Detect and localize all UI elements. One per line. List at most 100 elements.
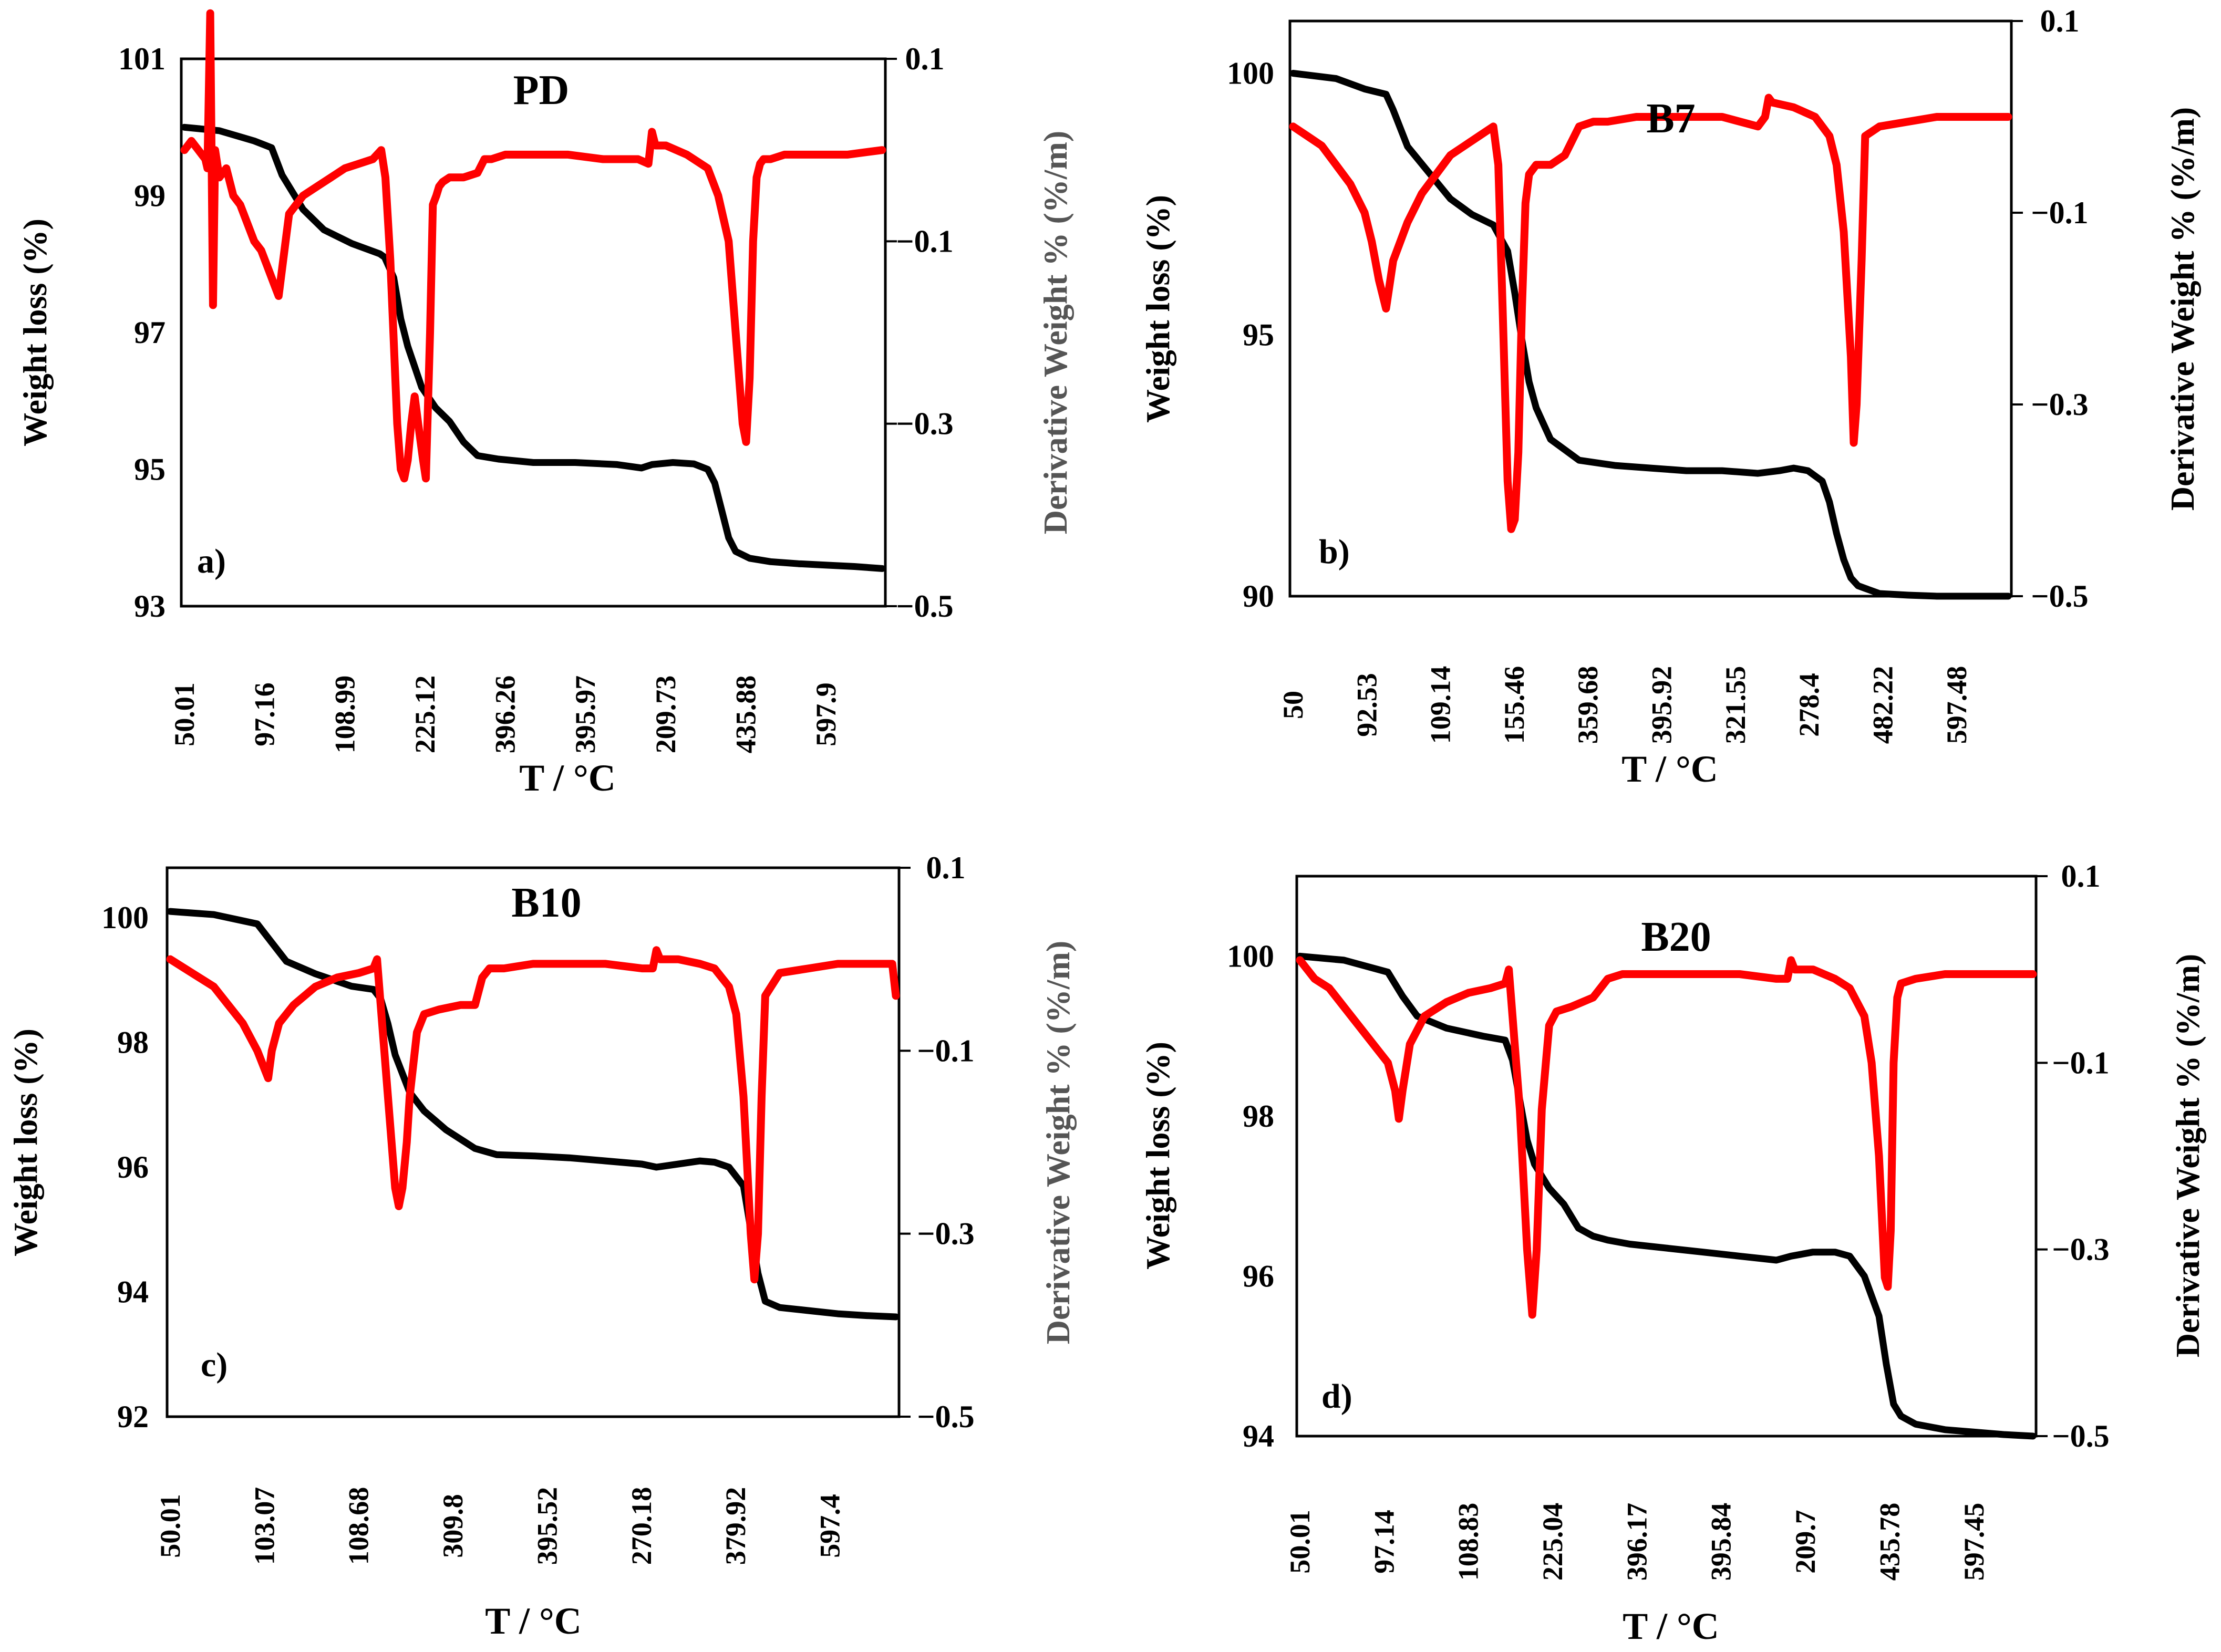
- panel-b-y2label: Derivative Weight % (%/m): [2164, 107, 2201, 511]
- x-tick-label: 209.73: [650, 676, 681, 754]
- x-tick-label: 321.55: [1720, 666, 1751, 744]
- panel-a-frame: [180, 57, 887, 608]
- y2-tick-label: 0.1: [926, 850, 966, 885]
- x-tick-label: 278.4: [1793, 673, 1825, 737]
- panel-b-series: [1289, 70, 2012, 600]
- panel-c-xlabel: T / °C: [485, 1600, 582, 1642]
- y2-tick-label: −0.3: [2031, 387, 2088, 422]
- panel-a-y2label: Derivative Weight % (%/m): [1037, 131, 1074, 534]
- y-tick-label: 100: [1227, 939, 1274, 973]
- panel-d-derivative-line: [1296, 956, 2037, 1319]
- panel-d-weight-loss-line: [1296, 952, 2037, 1440]
- panel-b-frame: [1288, 19, 2013, 598]
- panel-a-label: a): [197, 542, 226, 580]
- y2-tick-label: −0.3: [896, 407, 953, 441]
- panel-b-left-ticks: 100 95 90: [1227, 56, 1274, 614]
- panel-a-xlabel: T / °C: [519, 757, 616, 799]
- x-tick-label: 92.53: [1351, 673, 1382, 737]
- panel-d-series: [1296, 952, 2037, 1440]
- panel-b-right-ticks: 0.1 −0.1 −0.3 −0.5: [2011, 4, 2089, 614]
- x-tick-label: 108.68: [343, 1487, 375, 1565]
- panel-b-x-ticks: 50 92.53 109.14 155.46 359.68 395.92 321.55 278…: [1277, 666, 1972, 744]
- panel-d-ylabel: Weight loss (%): [1139, 1042, 1176, 1270]
- x-tick-label: 482.22: [1867, 666, 1899, 744]
- panel-a: 101 99 97 95 93 0.1 −0.1 −0.3 −0.5 50.01 97.16 10…: [16, 9, 1074, 799]
- y2-tick-label: −0.5: [917, 1399, 974, 1434]
- x-tick-label: 108.99: [329, 676, 360, 754]
- y2-tick-label: −0.1: [917, 1033, 974, 1068]
- x-tick-label: 109.14: [1425, 666, 1456, 744]
- x-tick-label: 225.04: [1537, 1503, 1568, 1581]
- x-tick-label: 359.68: [1572, 666, 1604, 744]
- y-tick-label: 94: [117, 1275, 149, 1310]
- panel-d-x-ticks: 50.01 97.14 108.83 225.04 396.17 395.84 209.7 4…: [1284, 1503, 1990, 1581]
- x-tick-label: 597.45: [1958, 1503, 1990, 1581]
- x-tick-label: 396.26: [490, 676, 521, 754]
- x-tick-label: 395.52: [531, 1487, 563, 1565]
- y-tick-label: 96: [1243, 1259, 1274, 1293]
- panel-d-title: B20: [1641, 914, 1711, 960]
- x-tick-label: 97.16: [249, 682, 281, 746]
- panel-b-label: b): [1319, 533, 1350, 571]
- panel-c-derivative-line: [166, 946, 900, 1284]
- x-tick-label: 597.48: [1941, 666, 1972, 744]
- y2-tick-label: 0.1: [2040, 4, 2080, 38]
- x-tick-label: 108.83: [1453, 1503, 1484, 1581]
- y2-tick-label: 0.1: [2061, 859, 2101, 893]
- panel-b-weight-loss-line: [1289, 70, 2012, 600]
- y2-tick-label: −0.1: [2031, 195, 2088, 230]
- x-tick-label: 597.4: [814, 1494, 846, 1558]
- panel-d-y2label: Derivative Weight % (%/m): [2169, 954, 2206, 1357]
- y-tick-label: 96: [117, 1150, 149, 1185]
- x-tick-label: 50.01: [1284, 1510, 1316, 1574]
- y-tick-label: 100: [1227, 56, 1274, 91]
- y-tick-label: 98: [1243, 1099, 1274, 1134]
- panel-c: 100 98 96 94 92 0.1 −0.1 −0.3 −0.5 50.01 103.07 1…: [7, 850, 1077, 1642]
- x-tick-label: 50.01: [154, 1494, 186, 1558]
- y-tick-label: 95: [134, 452, 166, 487]
- x-tick-label: 395.97: [570, 676, 601, 754]
- x-tick-label: 103.07: [249, 1487, 280, 1565]
- y-tick-label: 92: [117, 1399, 149, 1434]
- x-tick-label: 50: [1277, 691, 1309, 719]
- y2-tick-label: −0.3: [917, 1217, 974, 1251]
- panel-d: 100 98 96 94 0.1 −0.1 −0.3 −0.5 50.01 97.14 108.…: [1139, 859, 2206, 1647]
- y2-tick-label: −0.5: [896, 589, 953, 624]
- y2-tick-label: −0.1: [2052, 1045, 2109, 1080]
- x-tick-label: 395.84: [1706, 1503, 1737, 1581]
- panel-c-label: c): [201, 1346, 228, 1384]
- x-tick-label: 379.92: [720, 1487, 751, 1565]
- x-tick-label: 50.01: [169, 682, 200, 746]
- x-tick-label: 155.46: [1499, 666, 1530, 744]
- y-tick-label: 94: [1243, 1419, 1274, 1453]
- x-tick-label: 97.14: [1368, 1510, 1400, 1574]
- panel-a-series: [180, 9, 886, 572]
- y-tick-label: 98: [117, 1025, 149, 1060]
- x-tick-label: 209.7: [1790, 1510, 1821, 1574]
- y2-tick-label: 0.1: [905, 41, 945, 76]
- panel-d-left-ticks: 100 98 96 94: [1227, 939, 1274, 1453]
- x-tick-label: 435.78: [1874, 1503, 1905, 1581]
- panel-b-xlabel: T / °C: [1621, 748, 1718, 790]
- x-tick-label: 309.8: [437, 1494, 469, 1558]
- y-tick-label: 100: [101, 900, 149, 935]
- y2-tick-label: −0.5: [2031, 579, 2088, 614]
- y2-tick-label: −0.1: [896, 224, 953, 258]
- y-tick-label: 97: [134, 315, 166, 350]
- panel-a-title: PD: [513, 67, 570, 113]
- y-tick-label: 93: [134, 589, 166, 624]
- panel-d-frame: [1295, 875, 2038, 1438]
- x-tick-label: 396.17: [1621, 1503, 1652, 1581]
- panel-a-left-ticks: 101 99 97 95 93: [118, 41, 166, 624]
- panel-c-series: [166, 908, 900, 1321]
- panel-c-frame: [166, 866, 901, 1418]
- panel-c-x-ticks: 50.01 103.07 108.68 309.8 395.52 270.18 379.92…: [154, 1487, 846, 1565]
- panel-c-left-ticks: 100 98 96 94 92: [101, 900, 149, 1434]
- panel-a-derivative-line: [180, 9, 886, 483]
- x-tick-label: 225.12: [409, 676, 441, 754]
- panel-d-label: d): [1321, 1377, 1352, 1416]
- y-tick-label: 90: [1243, 579, 1274, 614]
- panel-b-derivative-line: [1289, 93, 2012, 533]
- panel-c-right-ticks: 0.1 −0.1 −0.3 −0.5: [899, 850, 975, 1434]
